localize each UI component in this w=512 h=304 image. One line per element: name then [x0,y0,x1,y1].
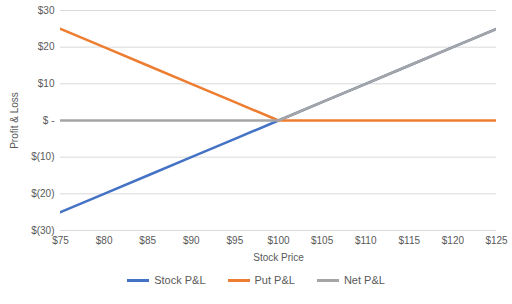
svg-text:$20: $20 [38,41,55,52]
svg-text:$125: $125 [485,235,508,246]
html-text:Net P&L: Net P&L [343,274,385,286]
svg-text:$100: $100 [267,235,290,246]
svg-text:$(30): $(30) [31,225,54,236]
svg-text:$(20): $(20) [31,188,54,199]
svg-text:$95: $95 [227,235,244,246]
svg-text:$120: $120 [442,235,465,246]
svg-text:$115: $115 [399,235,421,246]
svg-text:$80: $80 [96,235,113,246]
svg-text:$110: $110 [355,235,377,246]
svg-text:$105: $105 [311,235,334,246]
svg-text:Stock Price: Stock Price [253,252,304,263]
html-text:Put P&L: Put P&L [254,274,295,286]
svg-text:$90: $90 [183,235,200,246]
svg-text:Profit & Loss: Profit & Loss [9,92,20,149]
svg-text:$75: $75 [52,235,69,246]
html-text:Stock P&L: Stock P&L [154,274,206,286]
svg-text:$30: $30 [38,5,55,16]
svg-text:$85: $85 [139,235,156,246]
svg-text:$(10): $(10) [31,151,54,162]
svg-text:$ -: $ - [43,115,55,126]
svg-text:$10: $10 [38,78,55,89]
